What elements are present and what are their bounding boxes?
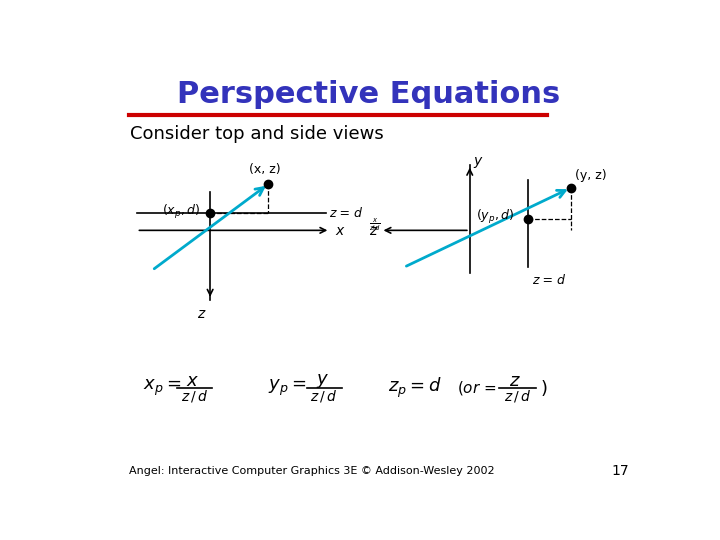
Text: Angel: Interactive Computer Graphics 3E © Addison-Wesley 2002: Angel: Interactive Computer Graphics 3E … xyxy=(129,467,495,476)
Text: x: x xyxy=(335,224,343,238)
Text: $z$: $z$ xyxy=(509,372,521,389)
Text: y: y xyxy=(474,154,482,168)
Text: z: z xyxy=(197,307,204,321)
Text: z: z xyxy=(369,224,377,238)
Text: $z\,/\,d$: $z\,/\,d$ xyxy=(181,388,208,404)
Text: (y, z): (y, z) xyxy=(575,169,607,182)
Text: $x$: $x$ xyxy=(186,372,199,389)
Text: $z\,/\,d$: $z\,/\,d$ xyxy=(310,388,338,404)
Text: (x, z): (x, z) xyxy=(248,164,280,177)
Text: $(or\,=$: $(or\,=$ xyxy=(457,379,498,397)
Text: $)$: $)$ xyxy=(539,378,547,398)
Text: Perspective Equations: Perspective Equations xyxy=(177,79,561,109)
Text: 17: 17 xyxy=(611,464,629,478)
Text: z = d: z = d xyxy=(532,274,564,287)
Text: $x_p =$: $x_p =$ xyxy=(143,378,181,399)
Text: $y$: $y$ xyxy=(316,372,329,389)
Text: Consider top and side views: Consider top and side views xyxy=(130,125,384,143)
Text: $y_p =$: $y_p =$ xyxy=(269,378,307,399)
Text: $(y_p,d)$: $(y_p,d)$ xyxy=(476,208,515,226)
Text: $(x_p,d)$: $(x_p,d)$ xyxy=(161,203,200,221)
Text: $z_p = d$: $z_p = d$ xyxy=(388,376,442,400)
Text: $\frac{x}{z{\rm i}d}$: $\frac{x}{z{\rm i}d}$ xyxy=(369,216,381,233)
Text: z = d: z = d xyxy=(329,207,361,220)
Text: $z\,/\,d$: $z\,/\,d$ xyxy=(504,388,531,404)
